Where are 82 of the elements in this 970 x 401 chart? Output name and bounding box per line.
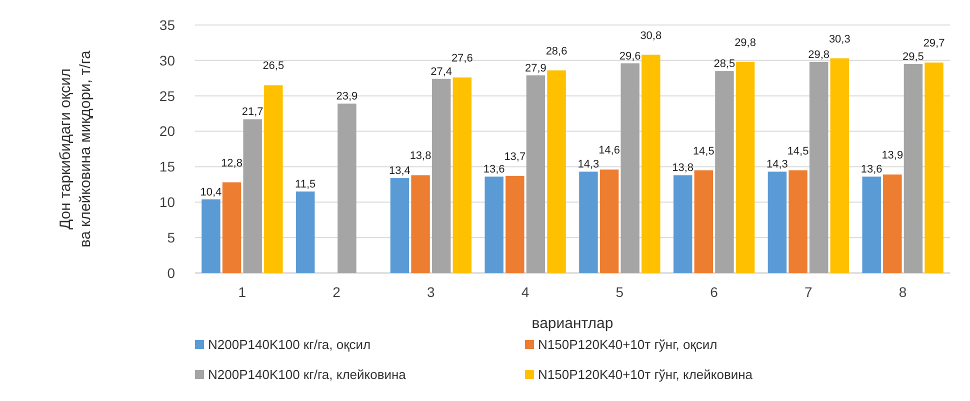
- y-tick-label: 20: [159, 123, 176, 140]
- data-label: 28,6: [546, 45, 568, 58]
- bar: [904, 64, 923, 273]
- bar: [506, 176, 524, 273]
- bar: [715, 71, 734, 273]
- y-tick-label: 25: [159, 88, 176, 104]
- bar: [432, 78, 451, 273]
- y-tick-label: 0: [167, 264, 176, 281]
- data-label: 21,7: [242, 106, 264, 118]
- bar: [673, 175, 692, 273]
- bar: [243, 119, 262, 273]
- bar: [924, 62, 944, 273]
- data-label: 14,3: [766, 158, 788, 171]
- data-label: 29,7: [923, 38, 945, 50]
- data-label: 13,9: [882, 150, 904, 162]
- x-tick-label: 8: [898, 284, 907, 300]
- bar: [484, 176, 504, 273]
- bar: [862, 176, 881, 273]
- bar: [600, 170, 619, 273]
- bar: [809, 62, 828, 273]
- data-label: 30,8: [640, 30, 662, 42]
- bar: [579, 172, 598, 273]
- data-label: 29,5: [902, 50, 924, 63]
- data-label: 13,6: [860, 164, 882, 176]
- x-tick-label: 2: [332, 284, 341, 300]
- x-tick-label: 1: [238, 284, 246, 300]
- x-tick-label: 6: [710, 284, 718, 300]
- data-label: 29,8: [734, 36, 756, 49]
- bar: [222, 182, 242, 273]
- bar: [547, 70, 566, 273]
- y-axis-title: Дон таркибидаги оқсил ва клейковина миқдори, т/га: [57, 50, 94, 248]
- data-label: 14,6: [598, 144, 620, 157]
- y-tick-label: 10: [159, 194, 176, 210]
- data-label: 28,5: [714, 58, 736, 70]
- data-label: 10,4: [200, 186, 222, 198]
- bar: [768, 172, 787, 273]
- data-label: 11,5: [295, 178, 316, 191]
- bar: [620, 63, 640, 273]
- y-tick-label: 15: [159, 158, 176, 175]
- bar: [411, 175, 430, 273]
- data-label: 23,9: [336, 90, 358, 103]
- data-label: 29,8: [808, 48, 830, 61]
- x-axis-title: вариантлар: [532, 315, 614, 332]
- bar: [788, 170, 808, 273]
- x-tick-label: 5: [616, 284, 624, 300]
- data-label: 26,5: [262, 60, 284, 72]
- bar: [338, 104, 356, 273]
- bar: [526, 75, 546, 273]
- bar: [390, 178, 410, 273]
- data-label: 13,8: [672, 162, 694, 174]
- data-label: 13,4: [389, 165, 410, 178]
- bar: [264, 85, 283, 273]
- data-label: 13,8: [410, 150, 432, 162]
- x-tick-label: 3: [427, 284, 436, 300]
- bar: [452, 77, 472, 273]
- data-label: 27,9: [525, 62, 546, 74]
- legend-label: N200P140K100 кг/га, оқсил: [208, 337, 371, 352]
- legend-label: N150P120K40+10т гўнг, оқсил: [538, 337, 718, 352]
- bar: [202, 199, 220, 273]
- bar: [296, 192, 315, 273]
- data-label: 14,3: [578, 158, 600, 171]
- bar: [883, 174, 902, 273]
- bar: [736, 62, 755, 273]
- bar: [694, 170, 714, 273]
- data-label: 13,7: [504, 150, 526, 163]
- data-label: 12,8: [221, 157, 242, 170]
- legend-label: N200P140K100 кг/га, клейковина: [208, 367, 407, 382]
- data-label: 14,5: [692, 145, 714, 158]
- y-tick-label: 30: [159, 52, 176, 68]
- bar: [830, 58, 850, 273]
- data-label: 27,6: [451, 52, 473, 64]
- bar: [642, 54, 660, 273]
- x-tick-label: 7: [804, 284, 813, 300]
- legend-label: N150P120K40+10т гўнг, клейковина: [538, 367, 754, 382]
- data-label: 29,6: [619, 50, 641, 62]
- data-label: 14,5: [787, 145, 809, 158]
- data-label: 30,3: [828, 33, 850, 46]
- y-tick-label: 5: [167, 229, 176, 246]
- y-tick-label: 35: [159, 16, 176, 33]
- x-tick-label: 4: [521, 284, 530, 300]
- data-label: 27,4: [430, 66, 452, 78]
- data-label: 13,6: [483, 164, 505, 176]
